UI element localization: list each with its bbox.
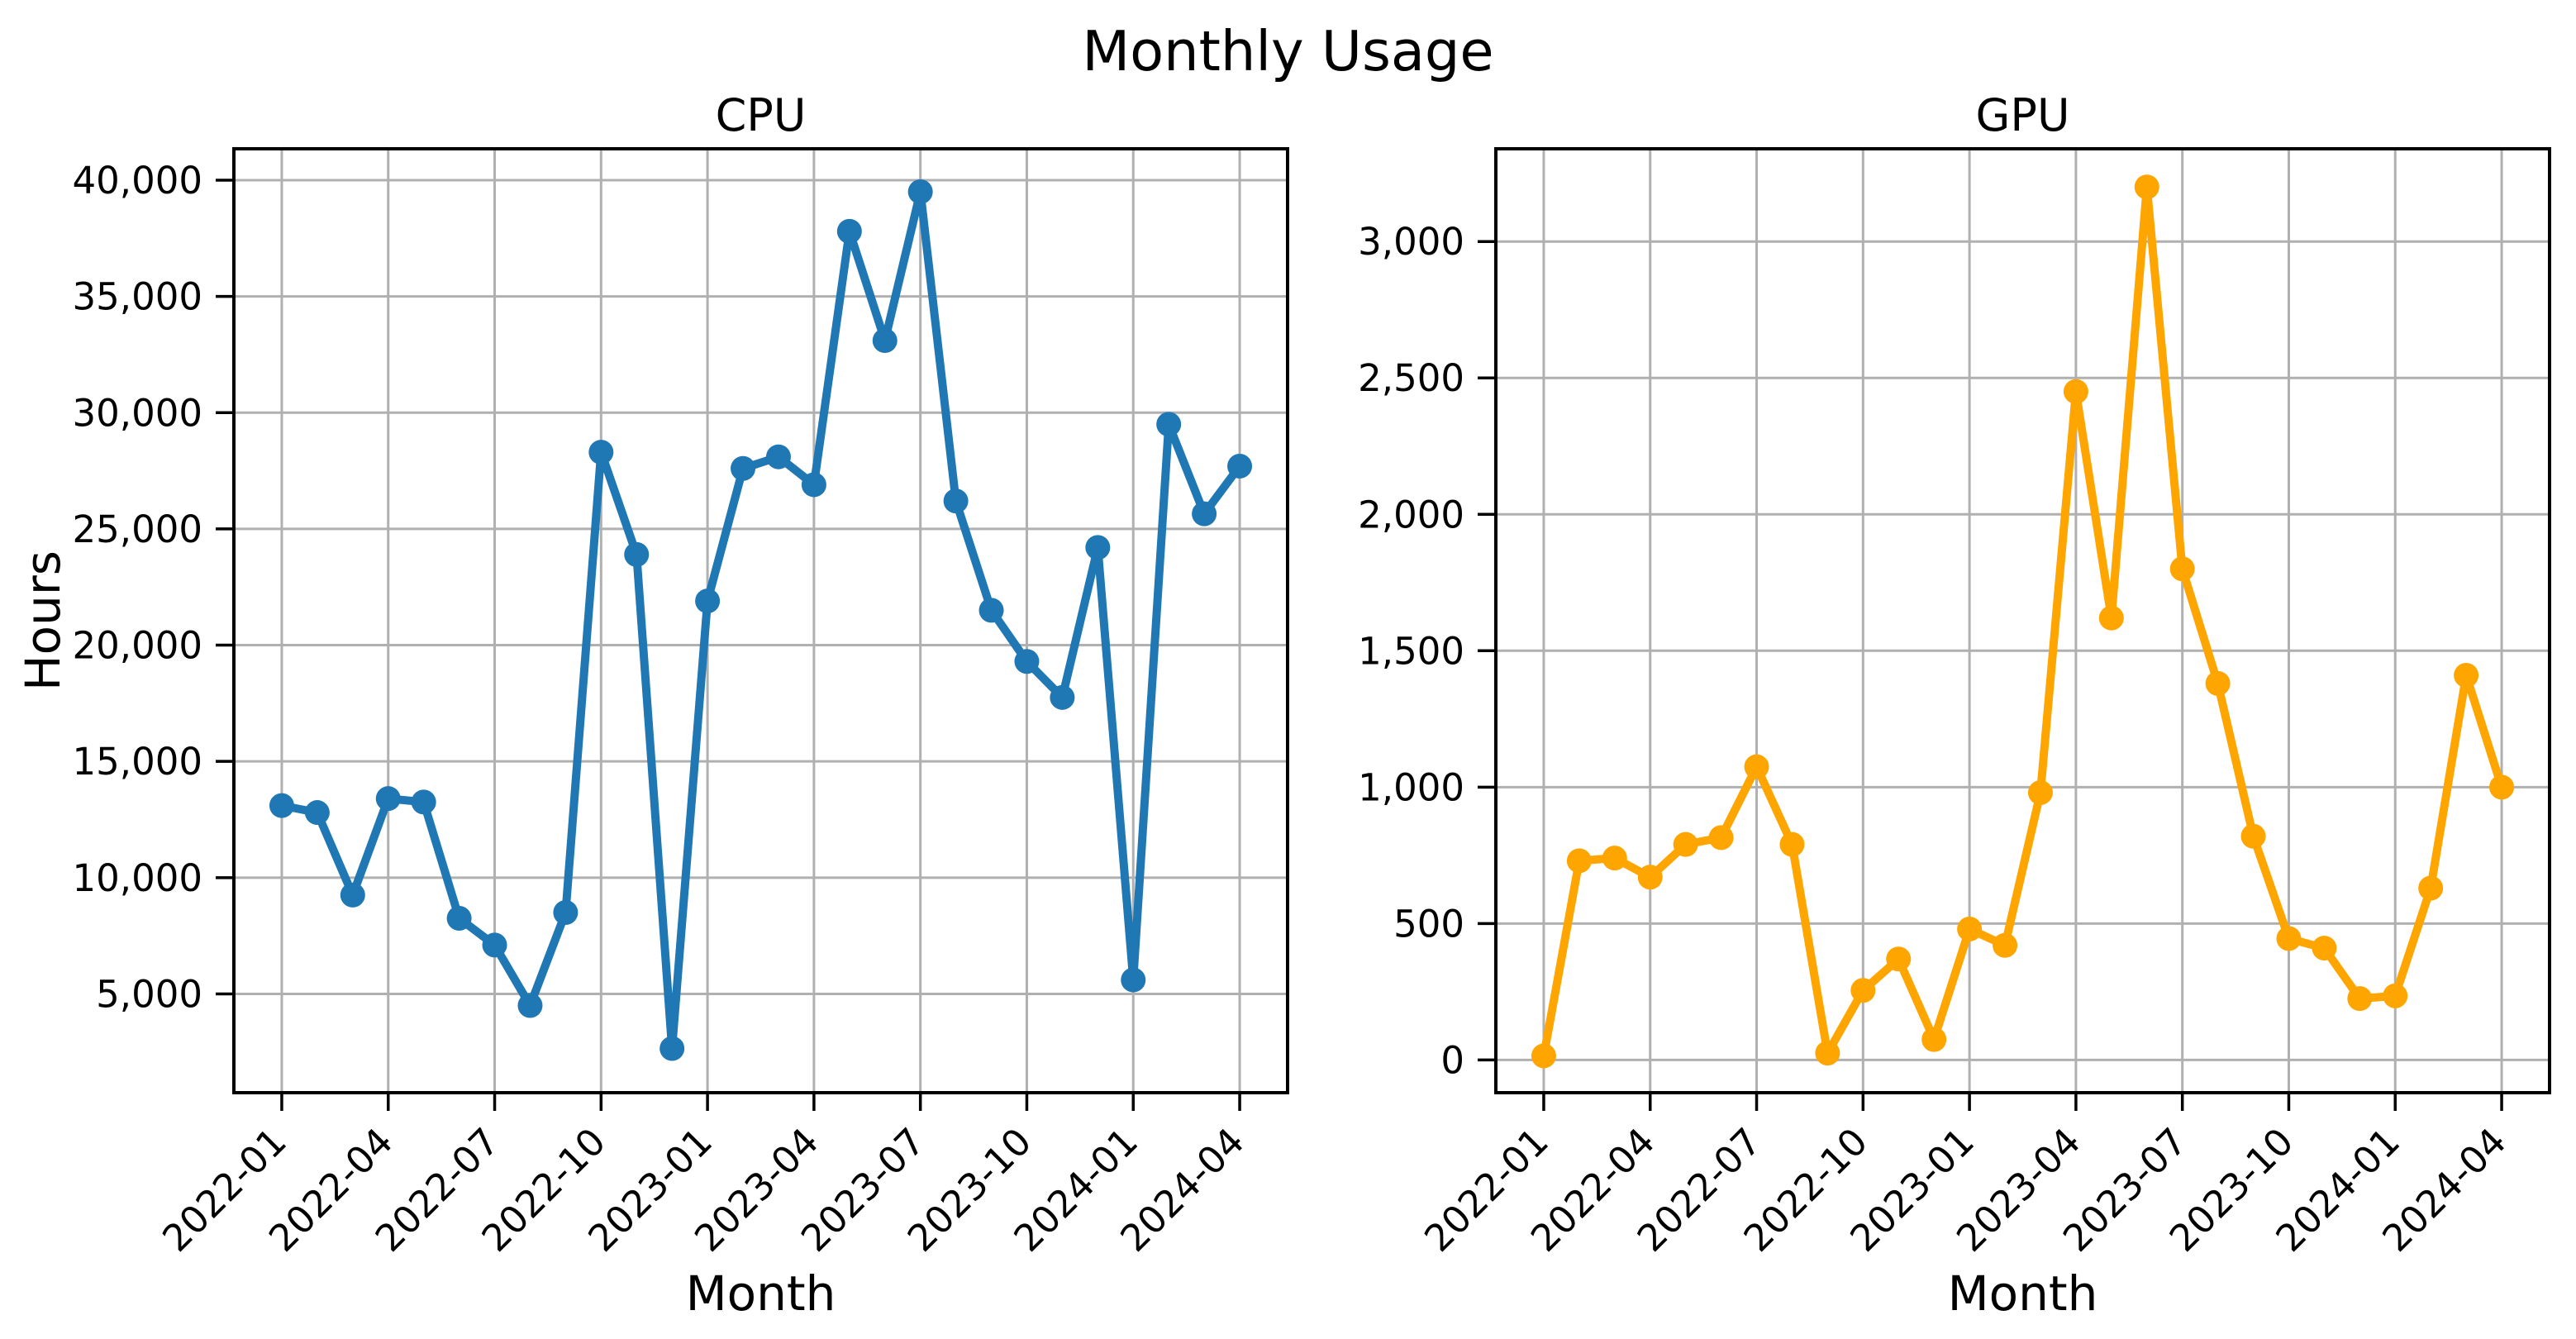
cpu-data-point: [1014, 649, 1040, 674]
cpu-data-point: [588, 440, 614, 465]
gpu-subplot: 2022-012022-042022-072022-102023-012023-…: [1358, 89, 2551, 1322]
gpu-data-point: [1673, 832, 1698, 857]
cpu-data-line: [277, 188, 1245, 1053]
cpu-y-tick-label: 35,000: [73, 275, 202, 319]
cpu-data-point: [375, 786, 401, 812]
cpu-data-point: [1085, 535, 1111, 560]
cpu-data-point: [907, 179, 933, 205]
gpu-data-point: [2063, 379, 2088, 404]
gpu-data-point: [2418, 875, 2444, 901]
cpu-data-point: [943, 488, 969, 514]
gpu-data-point: [2098, 605, 2124, 631]
cpu-subplot-title: CPU: [716, 89, 807, 141]
gpu-y-tick-label: 2,000: [1358, 493, 1464, 536]
cpu-data-point: [624, 541, 650, 567]
cpu-data-point: [517, 993, 543, 1018]
cpu-data-point: [269, 793, 294, 818]
cpu-data-point: [1121, 967, 1146, 993]
gpu-data-point: [1886, 946, 1912, 972]
cpu-data-point: [553, 900, 579, 926]
cpu-data-point: [731, 455, 756, 481]
gpu-data-point: [1779, 832, 1805, 857]
gpu-y-tick-label: 500: [1393, 902, 1464, 946]
gpu-y-tick-label: 1,000: [1358, 765, 1464, 809]
cpu-data-point: [836, 218, 862, 244]
cpu-data-point: [340, 882, 365, 908]
cpu-y-tick-label: 30,000: [73, 391, 202, 435]
gpu-y-tick-label: 2,500: [1358, 356, 1464, 400]
gpu-data-point: [2454, 663, 2479, 689]
cpu-data-point: [1227, 453, 1253, 479]
cpu-data-point: [446, 906, 472, 932]
cpu-data-point: [1192, 501, 1217, 527]
gpu-y-tick-label: 3,000: [1358, 220, 1464, 264]
cpu-y-tick-label: 10,000: [73, 856, 202, 900]
cpu-xaxis-label: Month: [686, 1265, 836, 1322]
cpu-y-tick-label: 25,000: [73, 507, 202, 551]
cpu-data-point: [978, 598, 1004, 623]
gpu-data-point: [1744, 754, 1769, 779]
gpu-data-point: [1957, 916, 1983, 941]
cpu-y-tick-label: 20,000: [73, 624, 202, 668]
cpu-axes-spines: [232, 147, 1289, 1094]
gpu-subplot-title: GPU: [1976, 89, 2070, 141]
cpu-data-point: [801, 472, 826, 498]
cpu-yaxis-label: Hours: [15, 550, 71, 691]
gpu-data-point: [1850, 978, 1876, 1003]
gpu-data-point: [2134, 174, 2159, 200]
cpu-data-point: [695, 588, 721, 614]
gpu-axes-spines: [1494, 147, 2551, 1094]
gpu-data-point: [2027, 779, 2053, 805]
cpu-y-tick-label: 40,000: [73, 159, 202, 203]
cpu-data-point: [411, 789, 436, 815]
gpu-data-point: [2276, 926, 2302, 951]
cpu-data-point: [765, 444, 791, 469]
cpu-data-point: [659, 1036, 685, 1061]
gpu-data-point: [1637, 865, 1663, 890]
cpu-data-point: [872, 328, 898, 354]
gpu-data-point: [1708, 825, 1734, 851]
gpu-data-point: [1993, 932, 2018, 958]
cpu-data-point: [304, 800, 330, 826]
cpu-y-tick-label: 5,000: [96, 972, 202, 1016]
gpu-y-tick-label: 1,500: [1358, 629, 1464, 673]
gpu-data-point: [1815, 1041, 1840, 1066]
gpu-data-point: [1602, 846, 1627, 871]
gpu-data-point: [1566, 848, 1592, 874]
gpu-xaxis-label: Month: [1948, 1265, 2098, 1322]
cpu-y-tick-label: 15,000: [73, 740, 202, 784]
cpu-data-point: [1156, 412, 1182, 437]
cpu-data-point: [1050, 684, 1075, 710]
figure-title: Monthly Usage: [1082, 19, 1494, 83]
gpu-data-point: [1531, 1043, 1556, 1069]
gpu-data-point: [2383, 983, 2408, 1008]
gpu-data-point: [2240, 823, 2266, 849]
gpu-data-point: [1921, 1027, 1947, 1052]
gpu-y-tick-label: 0: [1440, 1038, 1464, 1082]
gpu-data-line: [1539, 183, 2507, 1060]
cpu-data-point: [482, 932, 507, 958]
gpu-data-point: [2347, 986, 2373, 1012]
gpu-data-point: [2312, 936, 2337, 961]
gpu-data-point: [2489, 774, 2515, 800]
cpu-subplot: 2022-012022-042022-072022-102023-012023-…: [15, 89, 1289, 1322]
gpu-data-point: [2205, 670, 2231, 696]
gpu-data-point: [2169, 556, 2195, 582]
